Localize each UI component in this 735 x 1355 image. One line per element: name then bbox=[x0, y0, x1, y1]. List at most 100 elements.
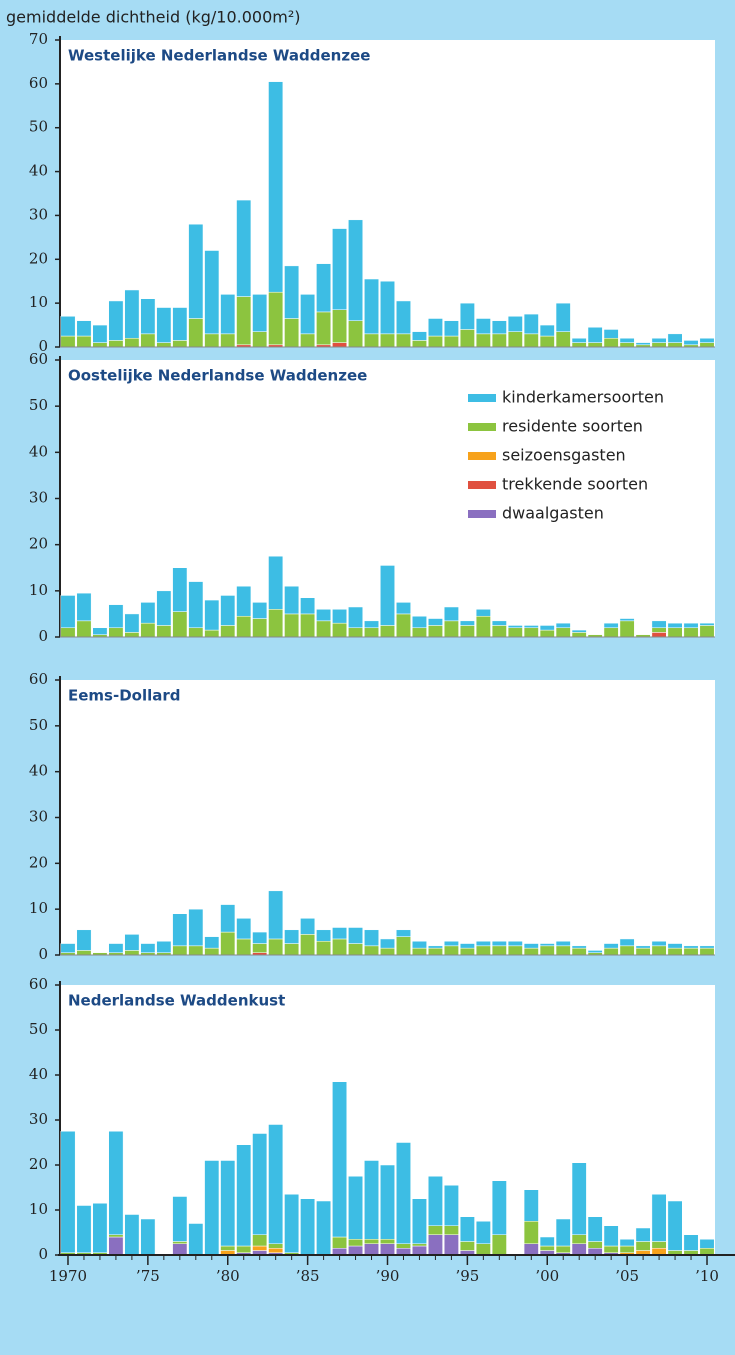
bar-segment bbox=[284, 1194, 300, 1253]
bar-segment bbox=[60, 627, 76, 638]
bar-segment bbox=[268, 81, 284, 293]
bar-segment bbox=[76, 1205, 92, 1253]
bar-segment bbox=[459, 620, 475, 626]
bar-segment bbox=[108, 604, 124, 629]
bar-segment bbox=[427, 618, 443, 626]
bar-segment bbox=[396, 1142, 411, 1244]
bar-segment bbox=[475, 1221, 491, 1244]
bar-segment bbox=[380, 565, 395, 626]
bar-segment bbox=[60, 335, 76, 348]
bar-segment bbox=[124, 1214, 140, 1256]
bar-segment bbox=[252, 602, 268, 619]
bar-segment bbox=[108, 340, 124, 348]
bar-segment bbox=[443, 620, 459, 638]
bar-segment bbox=[475, 333, 491, 348]
bar-segment bbox=[539, 943, 555, 947]
bar-segment bbox=[140, 622, 156, 638]
y-tick-label: 40 bbox=[29, 162, 48, 180]
bar-segment bbox=[268, 1124, 284, 1244]
bar-segment bbox=[459, 329, 475, 348]
bar-segment bbox=[475, 941, 491, 947]
y-tick-label: 50 bbox=[29, 1020, 48, 1038]
bar-segment bbox=[699, 622, 715, 626]
bar-segment bbox=[475, 1243, 491, 1256]
bar-segment bbox=[539, 625, 555, 631]
bar-segment bbox=[699, 625, 715, 638]
bar-segment bbox=[619, 342, 635, 348]
bar-segment bbox=[140, 602, 156, 624]
y-tick-label: 10 bbox=[29, 899, 48, 917]
bar-segment bbox=[252, 1245, 268, 1251]
bar-segment bbox=[188, 908, 204, 947]
bar-segment bbox=[635, 1241, 651, 1251]
bar-segment bbox=[332, 228, 348, 310]
bar-segment bbox=[539, 945, 555, 956]
bar-segment bbox=[236, 296, 252, 346]
bar-segment bbox=[587, 950, 603, 953]
bar-segment bbox=[204, 599, 220, 631]
bar-segment bbox=[108, 300, 124, 341]
bar-segment bbox=[220, 595, 236, 626]
bar-segment bbox=[412, 331, 427, 341]
bar-segment bbox=[316, 311, 332, 346]
bar-segment bbox=[571, 632, 587, 638]
bar-segment bbox=[348, 606, 363, 629]
bar-segment bbox=[316, 620, 332, 638]
bar-segment bbox=[555, 945, 571, 956]
bar-segment bbox=[300, 597, 316, 615]
bar-segment bbox=[204, 333, 220, 348]
bar-segment bbox=[443, 941, 459, 947]
bar-segment bbox=[571, 945, 587, 949]
bar-segment bbox=[619, 620, 635, 638]
bar-segment bbox=[348, 927, 363, 944]
bar-segment bbox=[459, 943, 475, 949]
bar-segment bbox=[523, 1221, 539, 1244]
bar-segment bbox=[683, 1234, 699, 1251]
bar-segment bbox=[443, 320, 459, 337]
bar-segment bbox=[364, 1239, 379, 1244]
bar-segment bbox=[60, 943, 76, 953]
bar-segment bbox=[220, 904, 236, 933]
x-tick-label: ’75 bbox=[136, 1267, 160, 1285]
bar-segment bbox=[651, 1194, 667, 1242]
bar-segment bbox=[108, 1234, 124, 1238]
bar-segment bbox=[523, 943, 539, 949]
bar-segment bbox=[268, 609, 284, 638]
bar-segment bbox=[380, 1243, 395, 1256]
bar-segment bbox=[667, 943, 683, 949]
bar-segment bbox=[667, 333, 683, 343]
bar-segment bbox=[396, 1243, 411, 1249]
bar-segment bbox=[587, 1216, 603, 1242]
bar-segment bbox=[427, 335, 443, 348]
bar-segment bbox=[571, 1234, 587, 1244]
bar-segment bbox=[412, 627, 427, 638]
y-tick-label: 60 bbox=[29, 975, 48, 993]
bar-segment bbox=[475, 945, 491, 956]
bar-segment bbox=[396, 936, 411, 956]
bar-segment bbox=[172, 1243, 188, 1256]
bar-segment bbox=[555, 627, 571, 638]
bar-segment bbox=[124, 632, 140, 638]
bar-segment bbox=[539, 324, 555, 337]
bar-segment bbox=[220, 333, 236, 348]
bar-segment bbox=[396, 1248, 411, 1256]
bar-segment bbox=[188, 223, 204, 319]
bar-segment bbox=[172, 307, 188, 341]
bar-segment bbox=[156, 625, 172, 638]
bar-segment bbox=[683, 627, 699, 638]
bar-segment bbox=[380, 625, 395, 638]
bar-segment bbox=[300, 918, 316, 935]
bar-segment bbox=[699, 947, 715, 956]
bar-segment bbox=[699, 1248, 715, 1256]
bar-segment bbox=[268, 291, 284, 346]
bar-segment bbox=[140, 333, 156, 348]
bar-segment bbox=[459, 1241, 475, 1251]
bar-segment bbox=[459, 625, 475, 638]
bar-segment bbox=[284, 265, 300, 319]
bar-segment bbox=[443, 1234, 459, 1256]
bar-segment bbox=[60, 595, 76, 629]
bar-segment bbox=[507, 316, 523, 332]
y-tick-label: 20 bbox=[29, 1155, 48, 1173]
bar-segment bbox=[140, 1218, 156, 1256]
y-tick-label: 50 bbox=[29, 396, 48, 414]
